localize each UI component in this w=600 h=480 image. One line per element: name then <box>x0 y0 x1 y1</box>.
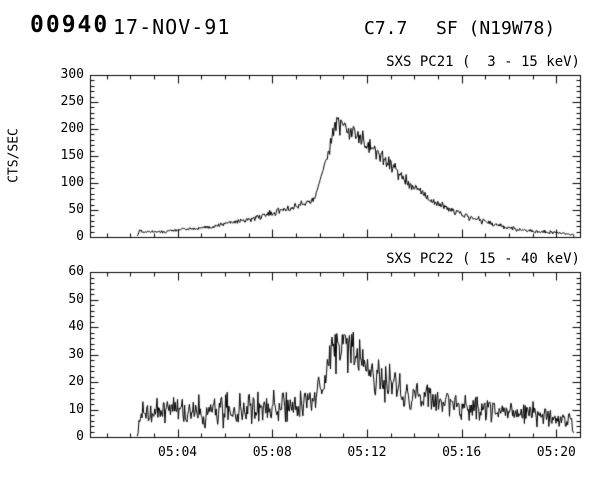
y-tick-label: 250 <box>60 94 84 109</box>
x-tick-label: 05:08 <box>252 445 292 460</box>
flare-date: 17-NOV-91 <box>113 15 231 39</box>
y-tick-label: 0 <box>76 229 84 244</box>
y-tick-label: 40 <box>68 319 84 334</box>
flare-id: 00940 <box>30 12 110 38</box>
panel2-title: SXS PC22 ( 15 - 40 keV) <box>386 251 580 267</box>
y-tick-label: 60 <box>68 264 84 279</box>
y-tick-label: 10 <box>68 401 84 417</box>
y-axis-label: CTS/SEC <box>6 128 22 183</box>
y-tick-label: 50 <box>68 202 84 217</box>
x-tick-label: 05:16 <box>442 445 482 460</box>
y-tick-label: 50 <box>68 291 84 307</box>
y-tick-label: 0 <box>76 429 84 444</box>
y-tick-label: 20 <box>68 374 84 389</box>
y-tick-label: 300 <box>60 67 84 82</box>
flare-type-position: SF (N19W78) <box>436 18 556 39</box>
y-tick-label: 100 <box>60 175 84 190</box>
x-tick-label: 05:20 <box>536 445 576 460</box>
x-tick-label: 05:12 <box>347 445 387 460</box>
goes-class: C7.7 <box>364 18 408 39</box>
y-tick-label: 30 <box>68 346 84 362</box>
y-tick-label: 200 <box>60 121 84 136</box>
panel1-title: SXS PC21 ( 3 - 15 keV) <box>386 54 580 70</box>
x-tick-label: 05:04 <box>158 445 198 460</box>
y-tick-label: 150 <box>60 148 84 163</box>
